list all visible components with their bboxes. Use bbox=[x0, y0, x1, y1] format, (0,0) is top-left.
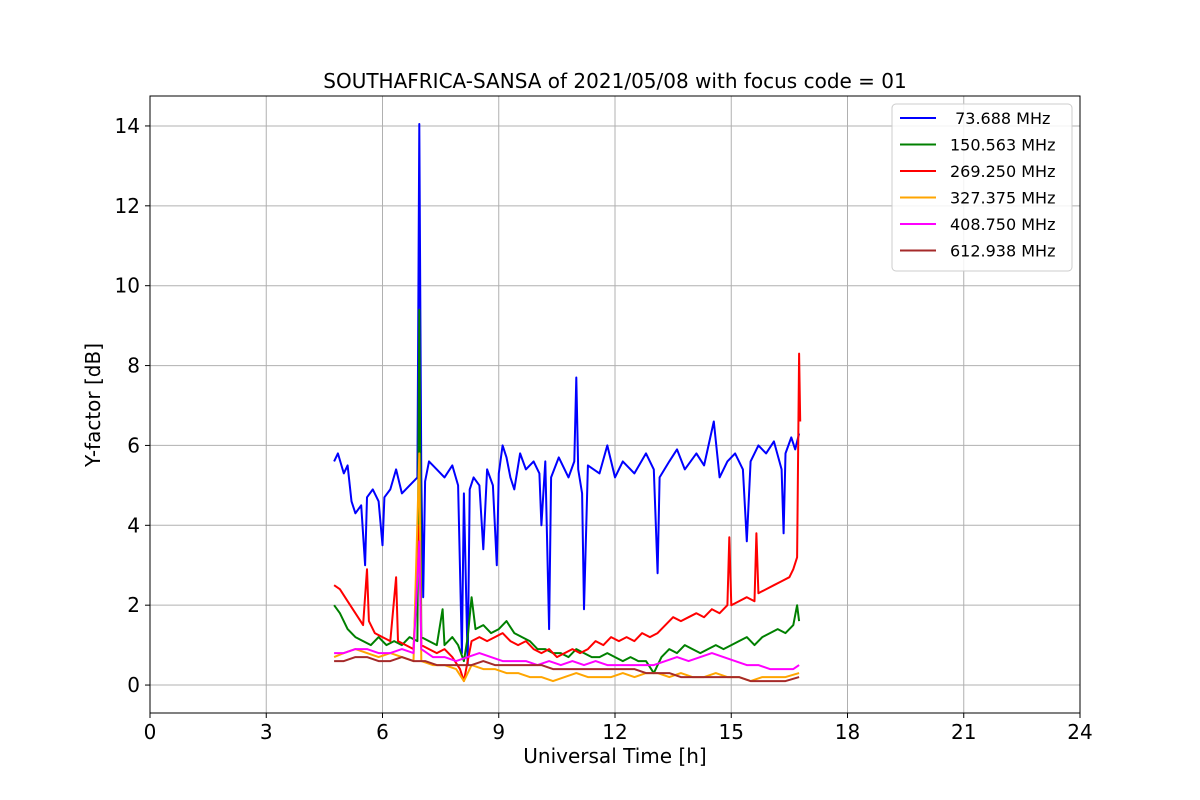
series-line-4 bbox=[334, 540, 800, 671]
y-axis-ticks: 0 2 4 6 8 10 12 14 bbox=[115, 114, 150, 697]
x-tick-label: 6 bbox=[376, 720, 389, 744]
chart-title: SOUTHAFRICA-SANSA of 2021/05/08 with foc… bbox=[323, 69, 907, 93]
x-axis-label: Universal Time [h] bbox=[523, 744, 706, 768]
legend: 73.688 MHz 150.563 MHz 269.250 MHz 327.375 … bbox=[891, 103, 1073, 272]
y-tick-label: 0 bbox=[127, 673, 140, 697]
y-axis-label: Y-factor [dB] bbox=[81, 343, 105, 468]
legend-label: 327.375 MHz bbox=[950, 189, 1055, 208]
x-tick-label: 15 bbox=[719, 720, 744, 744]
plot-series bbox=[333, 123, 802, 683]
legend-label: 408.750 MHz bbox=[950, 215, 1055, 234]
y-tick-label: 10 bbox=[115, 274, 140, 298]
y-tick-label: 4 bbox=[127, 513, 140, 537]
y-tick-label: 8 bbox=[127, 354, 140, 378]
series-line-2 bbox=[333, 352, 802, 683]
series-line-0 bbox=[333, 123, 801, 667]
x-tick-label: 18 bbox=[835, 720, 860, 744]
x-tick-label: 24 bbox=[1067, 720, 1092, 744]
x-tick-label: 9 bbox=[492, 720, 505, 744]
y-tick-label: 14 bbox=[115, 114, 140, 138]
x-tick-label: 21 bbox=[951, 720, 976, 744]
y-tick-label: 12 bbox=[115, 194, 140, 218]
x-tick-label: 3 bbox=[260, 720, 273, 744]
series-line-5 bbox=[334, 656, 800, 683]
legend-label: 269.250 MHz bbox=[950, 162, 1055, 181]
x-tick-label: 0 bbox=[144, 720, 157, 744]
x-tick-label: 12 bbox=[602, 720, 627, 744]
legend-label: 612.938 MHz bbox=[950, 242, 1055, 261]
y-tick-label: 2 bbox=[127, 593, 140, 617]
x-axis-ticks: 0 3 6 9 12 15 18 21 24 bbox=[144, 713, 1093, 744]
y-tick-label: 6 bbox=[127, 433, 140, 457]
legend-label: 150.563 MHz bbox=[950, 136, 1055, 155]
legend-box bbox=[891, 103, 1073, 272]
legend-label: 73.688 MHz bbox=[950, 109, 1050, 128]
